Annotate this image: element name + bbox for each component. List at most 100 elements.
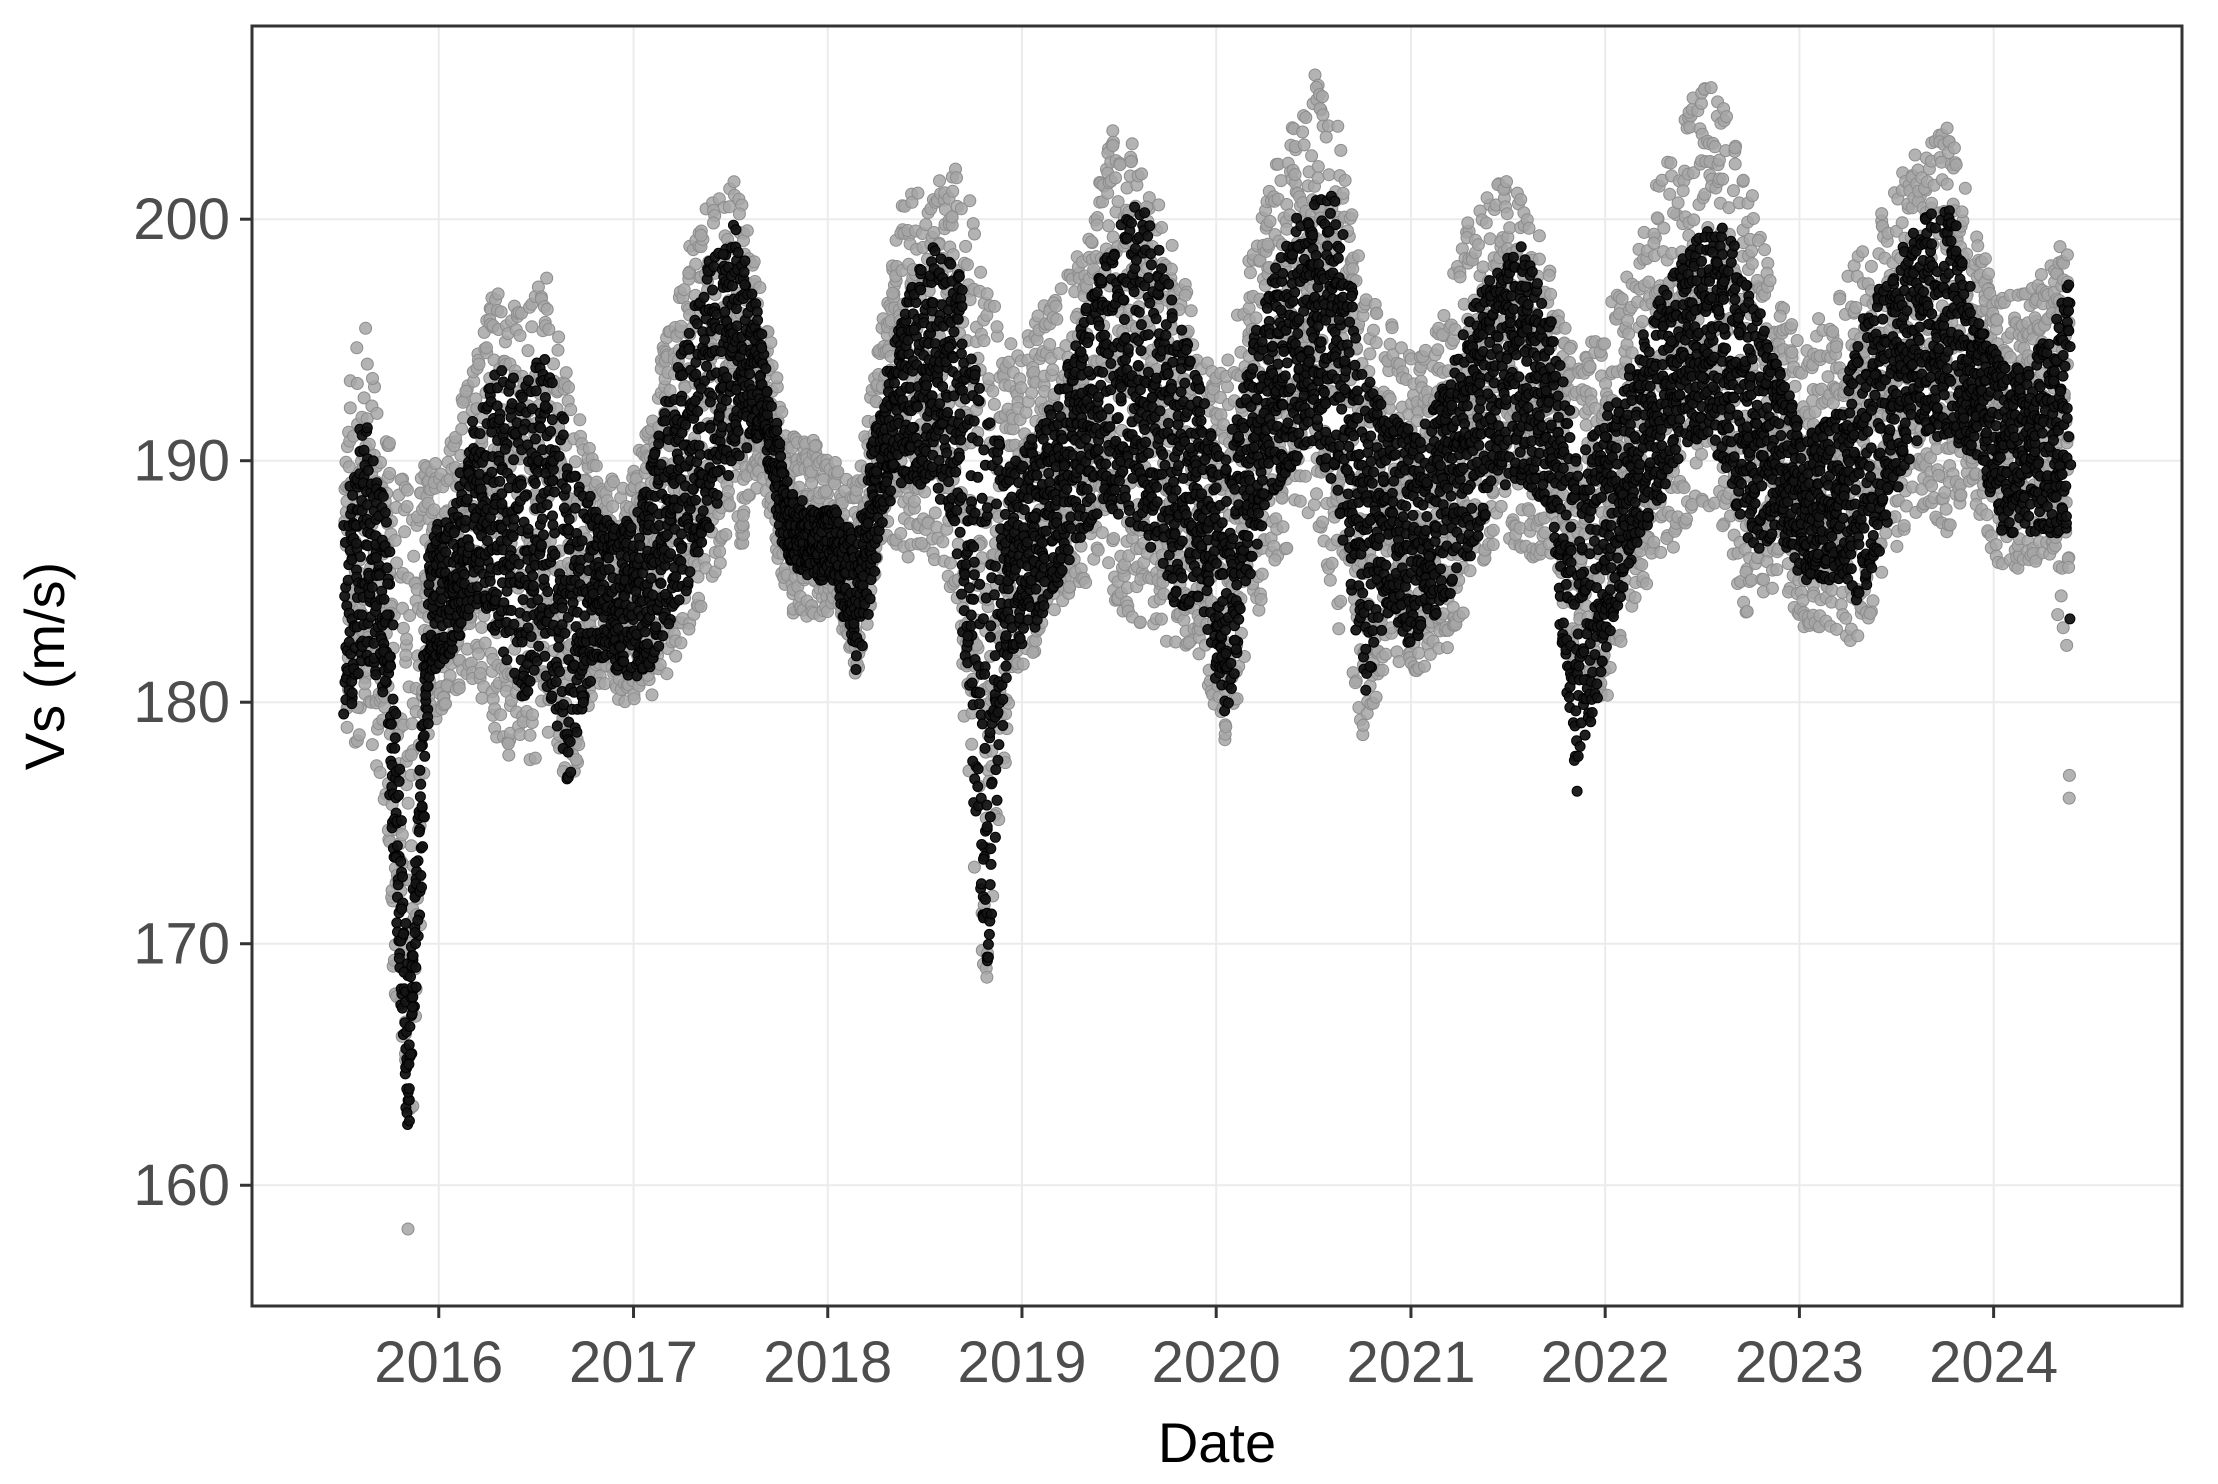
measured-point	[1476, 260, 1490, 274]
measured-point	[357, 391, 371, 405]
measured-point	[1079, 576, 1093, 589]
measured-point	[1486, 523, 1500, 537]
measured-point	[439, 697, 452, 711]
measured-point	[1184, 304, 1198, 318]
measured-point	[1532, 252, 1546, 266]
measured-point	[894, 527, 908, 540]
measured-point	[400, 483, 414, 497]
measured-point	[1090, 218, 1104, 232]
measured-point	[950, 171, 963, 185]
measured-point	[682, 622, 696, 636]
measured-point	[1628, 591, 1642, 605]
measured-point	[1311, 160, 1325, 174]
measured-point	[1249, 311, 1263, 325]
measured-point	[1255, 567, 1269, 581]
measured-point	[1016, 657, 1030, 671]
measured-point	[1332, 622, 1346, 636]
measured-point	[1363, 347, 1377, 361]
measured-point	[1243, 266, 1257, 280]
measured-point	[1322, 168, 1336, 182]
measured-point	[360, 357, 374, 371]
measured-point	[502, 748, 516, 762]
measured-point	[1050, 312, 1064, 326]
measured-point	[1178, 288, 1192, 302]
measured-point	[1503, 221, 1517, 235]
measured-point	[395, 828, 409, 842]
measured-point	[551, 343, 565, 357]
measured-point	[960, 258, 974, 272]
measured-point	[1219, 720, 1233, 734]
measured-point	[1431, 343, 1445, 357]
measured-point	[1334, 143, 1348, 157]
measured-point	[1479, 216, 1493, 230]
measured-point	[1385, 321, 1399, 335]
measured-point	[732, 207, 746, 221]
measured-point	[1155, 221, 1169, 234]
measured-point	[1307, 498, 1321, 512]
measured-point	[901, 550, 915, 564]
measured-point	[1500, 175, 1513, 189]
measured-point	[980, 970, 994, 984]
measured-point	[1323, 573, 1337, 587]
measured-point	[562, 380, 575, 394]
measured-point	[990, 320, 1004, 334]
measured-point	[366, 372, 379, 385]
measured-point	[1346, 262, 1360, 276]
measured-point	[598, 677, 612, 691]
measured-point	[1085, 235, 1098, 249]
measured-point	[521, 344, 535, 358]
measured-point	[1483, 232, 1497, 246]
measured-point	[1315, 90, 1329, 104]
measured-point	[343, 401, 357, 415]
measured-point	[390, 556, 404, 570]
measured-point	[987, 397, 1001, 411]
measured-point	[480, 341, 493, 355]
measured-point	[1106, 139, 1120, 153]
measured-point	[1109, 171, 1122, 185]
measured-point	[455, 422, 469, 436]
measured-point	[540, 302, 554, 316]
measured-point	[740, 224, 754, 238]
measured-point	[1221, 353, 1235, 367]
measured-point	[350, 341, 364, 355]
measured-point	[713, 545, 727, 558]
measured-point	[805, 476, 819, 490]
measured-point	[1154, 612, 1168, 626]
measured-point	[775, 405, 789, 419]
measured-point	[525, 320, 539, 334]
measured-point	[501, 737, 515, 751]
measured-point	[1102, 556, 1116, 570]
measured-point	[404, 839, 418, 853]
measured-point	[968, 227, 981, 241]
measured-point	[1471, 238, 1485, 252]
measured-point	[1379, 647, 1393, 661]
measured-point	[627, 692, 641, 706]
measured-point	[1622, 327, 1636, 341]
measured-point	[1106, 124, 1120, 138]
measured-point	[1370, 307, 1384, 320]
measured-point	[946, 184, 960, 198]
measured-point	[494, 305, 508, 319]
measured-point	[736, 508, 750, 522]
measured-point	[982, 372, 996, 386]
measured-point	[1165, 238, 1179, 252]
measured-point	[552, 330, 566, 344]
measured-point	[660, 667, 674, 681]
measured-point	[1275, 491, 1289, 505]
measured-point	[1331, 119, 1345, 133]
measured-point	[383, 466, 397, 480]
measured-point	[722, 498, 736, 512]
measured-point	[1298, 469, 1312, 483]
measured-point	[963, 194, 977, 208]
measured-point	[403, 609, 417, 622]
measured-point	[407, 549, 421, 563]
measured-point	[933, 174, 946, 188]
measured-point	[1049, 299, 1063, 313]
measured-point	[342, 460, 356, 474]
measured-point	[396, 621, 410, 635]
measured-point	[359, 321, 373, 335]
measured-point	[645, 688, 659, 702]
measured-point	[1334, 594, 1348, 608]
measured-point	[559, 366, 573, 380]
measured-point	[1102, 219, 1116, 233]
